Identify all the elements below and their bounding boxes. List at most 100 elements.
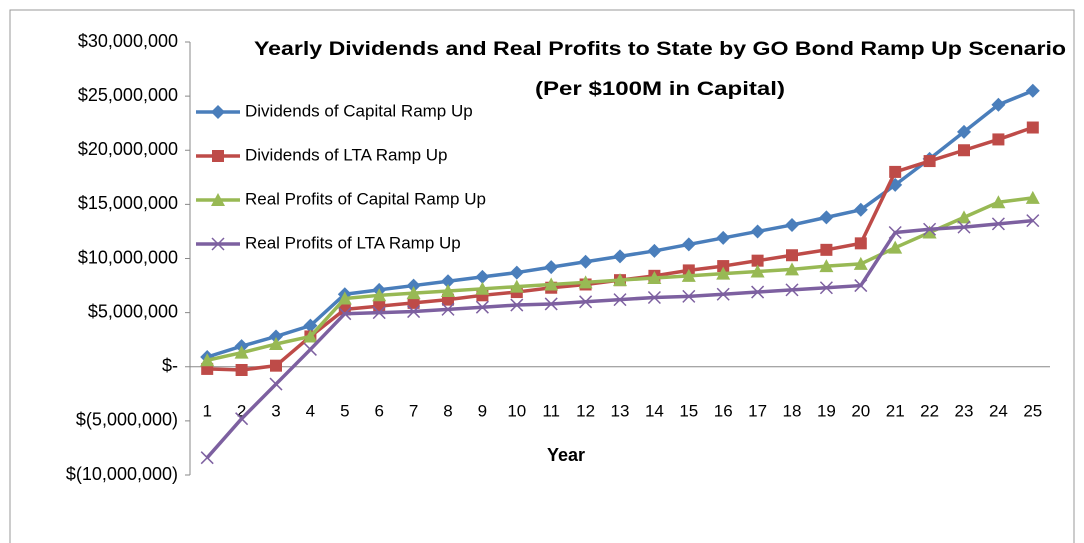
x-tick-label: 20 [851,401,870,420]
data-point [991,195,1006,209]
y-tick-label: $(5,000,000) [76,410,178,430]
data-point [750,224,765,239]
legend-label: Real Profits of LTA Ramp Up [245,233,461,252]
data-point [441,274,455,289]
data-point [751,254,764,267]
data-point [785,217,799,232]
y-tick-label: $15,000,000 [78,193,178,213]
data-point [682,289,696,303]
y-tick-label: $10,000,000 [78,247,178,267]
data-point [786,249,798,262]
data-point [235,363,248,376]
data-point [578,275,593,289]
x-tick-label: 14 [645,401,664,420]
data-point [475,269,490,284]
data-point [544,277,559,291]
chart-frame [9,9,1075,543]
legend-marker [211,105,225,119]
data-point [303,342,317,356]
data-point [303,318,318,333]
data-point [1025,83,1040,98]
legend-marker [211,237,225,251]
data-point [269,337,283,351]
data-point [785,262,799,276]
y-tick-label: $20,000,000 [78,139,178,159]
x-tick-label: 17 [748,401,767,420]
y-tick-label: $- [162,356,178,376]
data-point [475,300,489,314]
data-point [922,225,937,239]
x-tick-label: 18 [783,401,802,420]
x-tick-label: 7 [409,401,418,420]
data-point [269,329,283,344]
y-tick-label: $(10,000,000) [66,464,178,484]
data-point [854,237,867,250]
data-point [613,293,627,307]
data-point [958,144,970,157]
data-point [544,260,559,275]
x-tick-label: 25 [1023,401,1042,420]
data-point [441,283,455,297]
data-point [1026,214,1040,228]
data-point [475,281,490,295]
x-tick-label: 3 [271,401,280,420]
data-point [373,300,386,313]
x-tick-label: 5 [340,401,349,420]
x-tick-label: 6 [374,401,383,420]
x-tick-label: 8 [443,401,452,420]
data-point [957,210,971,224]
x-tick-label: 11 [542,401,560,420]
data-point [509,265,524,280]
data-point [716,230,731,245]
x-tick-label: 10 [507,401,526,420]
data-point [819,259,834,273]
data-point [406,286,421,300]
x-tick-label: 13 [611,401,630,420]
data-point [991,217,1005,231]
data-point [991,97,1006,112]
data-point [372,306,386,320]
data-point [717,260,730,273]
data-point [270,359,282,372]
data-point [200,451,214,465]
data-point [819,210,834,225]
data-point [819,281,833,295]
data-point [888,240,903,254]
data-point [578,254,593,269]
legend-label: Real Profits of Capital Ramp Up [245,189,486,208]
data-point [853,256,868,270]
data-point [613,273,627,287]
chart-subtitle: (Per $100M in Capital) [535,79,785,100]
legend-label: Dividends of Capital Ramp Up [245,101,473,120]
data-point [681,268,696,282]
x-tick-label: 24 [989,401,1008,420]
x-tick-label: 9 [478,401,487,420]
y-tick-label: $5,000,000 [88,301,178,321]
data-point [372,288,387,302]
data-point [923,155,936,168]
data-point [957,124,971,139]
x-tick-label: 12 [576,401,595,420]
legend-marker [212,150,224,162]
data-point [957,220,971,234]
data-point [785,283,799,297]
data-point [992,133,1005,146]
data-point [269,377,283,391]
data-point [407,296,420,309]
data-point [888,225,902,240]
data-point [647,243,662,258]
data-point [235,412,249,426]
data-point [681,237,696,252]
x-tick-label: 21 [886,401,905,420]
data-point [337,291,352,305]
data-point [751,285,765,299]
x-tick-label: 23 [955,401,974,420]
data-point [509,279,524,293]
x-tick-label: 15 [679,401,698,420]
data-point [716,287,730,301]
data-point [923,222,937,236]
data-point [647,290,661,305]
x-tick-label: 4 [306,401,315,420]
data-point [1026,121,1039,134]
